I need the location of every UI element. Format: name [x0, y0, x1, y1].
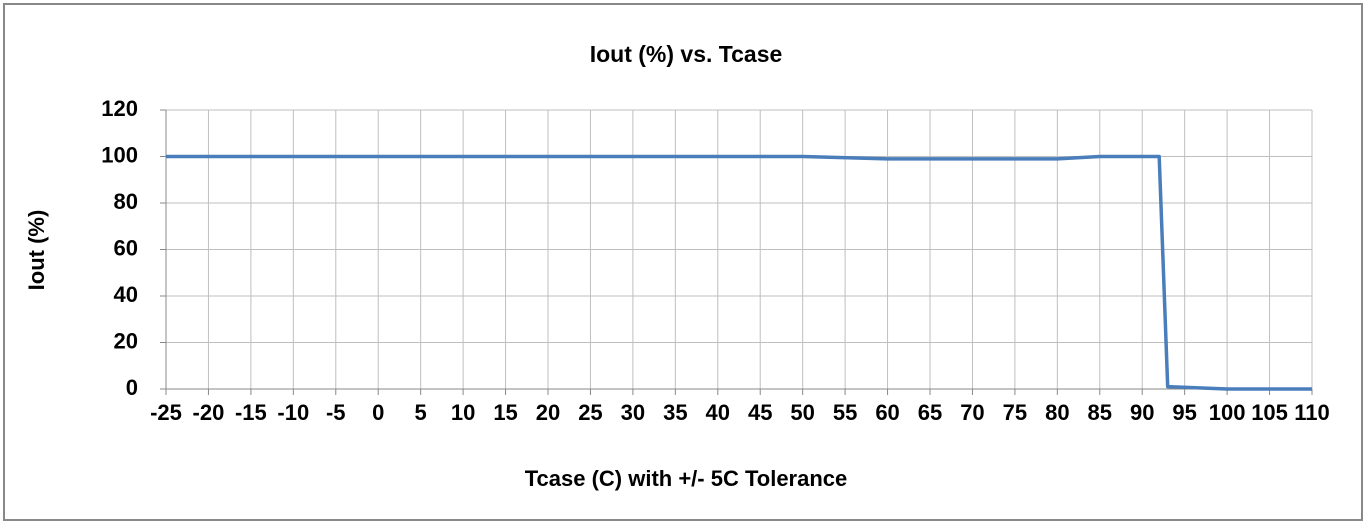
- x-tick-label: 55: [833, 400, 857, 425]
- y-tick-label: 40: [114, 282, 138, 307]
- x-tick-label: 80: [1045, 400, 1069, 425]
- x-tick-label: 45: [748, 400, 772, 425]
- x-tick-label: 110: [1294, 400, 1330, 425]
- y-axis-label: Iout (%): [24, 210, 49, 291]
- y-tick-label: 120: [101, 96, 138, 121]
- y-tick-label: 0: [126, 375, 138, 400]
- x-tick-label: 35: [663, 400, 687, 425]
- x-tick-label: 95: [1172, 400, 1196, 425]
- x-tick-label: -5: [326, 400, 346, 425]
- x-axis-label: Tcase (C) with +/- 5C Tolerance: [525, 466, 848, 491]
- x-tick-label: 70: [960, 400, 984, 425]
- x-tick-label: 105: [1251, 400, 1288, 425]
- x-tick-label: 100: [1209, 400, 1246, 425]
- x-tick-label: -10: [277, 400, 309, 425]
- x-tick-label: 5: [415, 400, 427, 425]
- x-tick-label: 50: [790, 400, 814, 425]
- data-line: [166, 154, 1312, 391]
- x-tick-label: 30: [621, 400, 645, 425]
- x-tick-label: 40: [706, 400, 730, 425]
- y-tick-label: 60: [114, 235, 138, 260]
- x-tick-label: 60: [875, 400, 899, 425]
- x-tick-label: 15: [493, 400, 517, 425]
- chart-title: Iout (%) vs. Tcase: [590, 41, 783, 67]
- y-tick-label: 80: [114, 189, 138, 214]
- x-tick-label: -15: [235, 400, 267, 425]
- x-tick-label: 10: [451, 400, 475, 425]
- chart-border: [3, 3, 1363, 521]
- x-tick-label: 65: [918, 400, 942, 425]
- y-tick-label: 100: [101, 142, 138, 167]
- x-tick-label: 75: [1003, 400, 1027, 425]
- x-tick-label: 85: [1088, 400, 1112, 425]
- x-tick-label: 20: [536, 400, 560, 425]
- x-tick-label: -20: [193, 400, 225, 425]
- x-tick-label: 90: [1130, 400, 1154, 425]
- x-tick-label: 0: [372, 400, 384, 425]
- y-tick-label: 20: [114, 328, 138, 353]
- x-tick-label: 25: [578, 400, 602, 425]
- x-tick-label: -25: [150, 400, 182, 425]
